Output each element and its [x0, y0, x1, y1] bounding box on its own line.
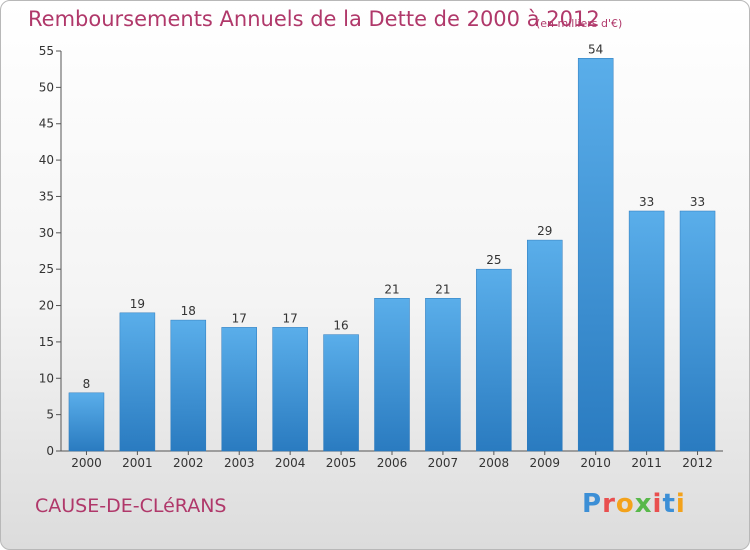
y-tick-label: 50 [39, 80, 54, 94]
x-tick-label: 2008 [479, 456, 510, 470]
x-tick-label: 2009 [529, 456, 560, 470]
x-tick-label: 2012 [682, 456, 713, 470]
y-tick-label: 30 [39, 226, 54, 240]
data-label: 18 [181, 304, 196, 318]
chart-unit: (en milliers d'€) [536, 17, 623, 30]
x-tick-label: 2001 [122, 456, 153, 470]
bar [679, 210, 716, 452]
data-label: 25 [486, 253, 501, 267]
data-label: 21 [435, 282, 450, 296]
y-tick-label: 15 [39, 335, 54, 349]
data-label: 19 [130, 297, 145, 311]
logo-letter: i [675, 489, 686, 519]
data-label: 16 [333, 319, 348, 333]
x-tick-label: 2010 [580, 456, 611, 470]
bar [119, 312, 156, 452]
bar [374, 298, 410, 452]
y-tick-label: 20 [39, 299, 54, 313]
data-label: 33 [639, 195, 654, 209]
data-label: 17 [232, 311, 247, 325]
data-label: 33 [690, 195, 705, 209]
proxiti-logo: Proxiti [582, 489, 686, 519]
x-tick-label: 2006 [377, 456, 408, 470]
bar [323, 334, 359, 452]
data-label: 29 [537, 224, 552, 238]
logo-letter: o [615, 489, 635, 519]
bar [577, 58, 614, 452]
y-tick-label: 10 [39, 371, 54, 385]
x-tick-label: 2005 [326, 456, 357, 470]
bar [170, 319, 207, 452]
y-tick-label: 0 [46, 444, 54, 458]
x-tick-label: 2007 [428, 456, 459, 470]
bar [628, 210, 665, 452]
logo-letter: i [652, 489, 663, 519]
x-tick-label: 2002 [173, 456, 204, 470]
bar [476, 268, 512, 452]
bar [527, 239, 563, 452]
logo-letter: P [582, 489, 603, 519]
bar [272, 327, 308, 452]
y-tick-label: 40 [39, 153, 54, 167]
y-tick-label: 25 [39, 262, 54, 276]
chart-title: Remboursements Annuels de la Dette de 20… [28, 7, 600, 31]
y-tick-label: 55 [39, 44, 54, 58]
logo-letter: r [602, 489, 616, 519]
logo-letter: x [634, 489, 653, 519]
bar [425, 298, 461, 452]
bar [221, 327, 257, 452]
x-tick-label: 2004 [275, 456, 306, 470]
data-label: 8 [83, 377, 91, 391]
commune-name: CAUSE-DE-CLéRANS [35, 495, 227, 517]
data-label: 21 [384, 282, 399, 296]
data-label: 17 [283, 311, 298, 325]
x-tick-label: 2003 [224, 456, 255, 470]
data-label: 54 [588, 42, 603, 56]
x-tick-label: 2000 [71, 456, 102, 470]
y-tick-label: 35 [39, 189, 54, 203]
logo-letter: t [662, 489, 676, 519]
y-tick-label: 45 [39, 117, 54, 131]
x-tick-label: 2011 [631, 456, 662, 470]
y-tick-label: 5 [46, 408, 54, 422]
bar [68, 392, 105, 452]
